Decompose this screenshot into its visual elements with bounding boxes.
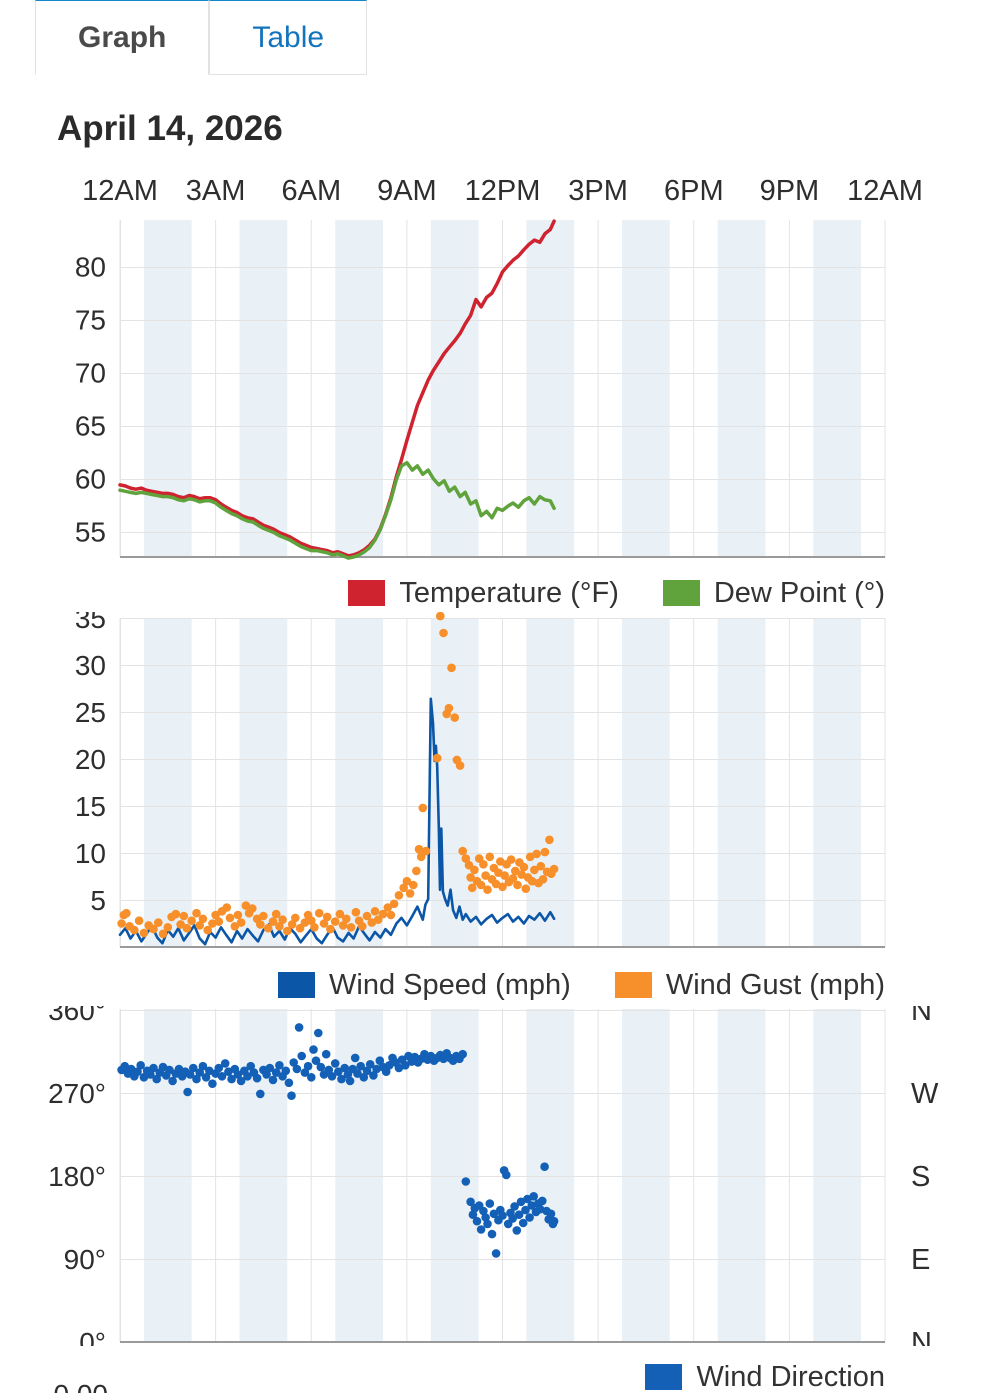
svg-text:12AM: 12AM bbox=[82, 175, 158, 207]
svg-text:S: S bbox=[911, 1161, 930, 1193]
temperature-legend-label: Temperature (°F) bbox=[399, 576, 619, 609]
wind-legend: Wind Speed (mph) Wind Gust (mph) bbox=[0, 968, 1008, 1002]
wind-direction-swatch bbox=[645, 1364, 683, 1390]
svg-text:25: 25 bbox=[75, 697, 106, 728]
svg-text:60: 60 bbox=[75, 464, 106, 495]
tab-graph-label: Graph bbox=[78, 20, 167, 54]
svg-text:270°: 270° bbox=[48, 1078, 106, 1109]
wind-speed-legend-label: Wind Speed (mph) bbox=[329, 968, 571, 1001]
svg-text:6PM: 6PM bbox=[664, 175, 724, 207]
chart-grid bbox=[119, 1009, 886, 1343]
svg-text:E: E bbox=[911, 1244, 930, 1276]
wind-direction-points bbox=[117, 1023, 559, 1258]
temperature-line bbox=[118, 219, 556, 558]
svg-text:3AM: 3AM bbox=[186, 175, 246, 207]
temperature-swatch bbox=[348, 580, 386, 606]
axis-labels: 0° 90° 180° 270° 360° N E S W N bbox=[48, 1006, 939, 1346]
wind-gust-legend-label: Wind Gust (mph) bbox=[665, 968, 885, 1001]
dew-point-legend-label: Dew Point (°) bbox=[713, 576, 885, 609]
axis-labels: 55 60 65 70 75 80 12AM 3AM 6AM 9AM 12PM 3PM 6PM 9PM 12… bbox=[75, 175, 923, 548]
legend-dew-point: Dew Point (°) bbox=[662, 576, 885, 610]
svg-text:12AM: 12AM bbox=[847, 175, 923, 207]
svg-text:20: 20 bbox=[75, 744, 106, 775]
svg-text:35: 35 bbox=[75, 612, 106, 634]
svg-text:9PM: 9PM bbox=[760, 175, 820, 207]
page-title: April 14, 2026 bbox=[57, 109, 283, 148]
wind-direction-legend-label: Wind Direction bbox=[696, 1360, 885, 1393]
chart-bands bbox=[143, 618, 862, 947]
svg-text:0°: 0° bbox=[79, 1327, 106, 1346]
svg-text:180°: 180° bbox=[48, 1161, 106, 1192]
svg-text:30: 30 bbox=[75, 650, 106, 681]
svg-text:6AM: 6AM bbox=[281, 175, 341, 207]
legend-wind-gust: Wind Gust (mph) bbox=[614, 968, 885, 1002]
svg-text:90°: 90° bbox=[64, 1244, 106, 1275]
chart-grid bbox=[119, 618, 886, 948]
wind-direction-chart: 0° 90° 180° 270° 360° N E S W N bbox=[48, 1006, 939, 1346]
svg-text:15: 15 bbox=[75, 791, 106, 822]
svg-text:360°: 360° bbox=[48, 1006, 106, 1026]
svg-text:80: 80 bbox=[75, 252, 106, 283]
svg-text:75: 75 bbox=[75, 305, 106, 336]
next-chart-partial-tick: 0.00 bbox=[0, 1379, 109, 1393]
wind-gust-points bbox=[117, 612, 559, 939]
svg-text:5: 5 bbox=[90, 885, 106, 916]
temperature-legend: Temperature (°F) Dew Point (°) bbox=[0, 576, 1008, 610]
wind-speed-gust-chart: 5 10 15 20 25 30 35 bbox=[75, 612, 886, 948]
svg-text:12PM: 12PM bbox=[465, 175, 541, 207]
svg-text:3PM: 3PM bbox=[568, 175, 628, 207]
dew-point-swatch bbox=[662, 580, 700, 606]
svg-text:N: N bbox=[911, 1006, 932, 1027]
svg-text:W: W bbox=[911, 1078, 939, 1110]
dew-point-line bbox=[118, 460, 556, 560]
svg-text:N: N bbox=[911, 1327, 932, 1346]
wind-speed-line bbox=[118, 697, 556, 946]
tab-graph[interactable]: Graph bbox=[35, 0, 210, 75]
chart-grid bbox=[119, 220, 886, 558]
svg-text:9AM: 9AM bbox=[377, 175, 437, 207]
tab-table[interactable]: Table bbox=[209, 0, 368, 75]
axis-labels: 5 10 15 20 25 30 35 bbox=[75, 612, 106, 916]
wind-speed-swatch bbox=[278, 972, 316, 998]
wind-gust-swatch bbox=[614, 972, 652, 998]
temperature-dewpoint-chart: 55 60 65 70 75 80 12AM 3AM 6AM 9AM 12PM 3PM 6PM 9PM 12… bbox=[75, 175, 923, 560]
legend-wind-speed: Wind Speed (mph) bbox=[278, 969, 571, 1002]
svg-text:70: 70 bbox=[75, 358, 106, 389]
tab-table-label: Table bbox=[252, 20, 325, 54]
wind-direction-legend: Wind Direction bbox=[0, 1361, 1008, 1393]
tab-bar: Graph Table bbox=[0, 0, 1008, 75]
legend-wind-direction: Wind Direction bbox=[645, 1361, 885, 1393]
svg-text:65: 65 bbox=[75, 411, 106, 442]
svg-text:10: 10 bbox=[75, 838, 106, 869]
svg-text:55: 55 bbox=[75, 517, 106, 548]
legend-temperature: Temperature (°F) bbox=[348, 576, 619, 610]
